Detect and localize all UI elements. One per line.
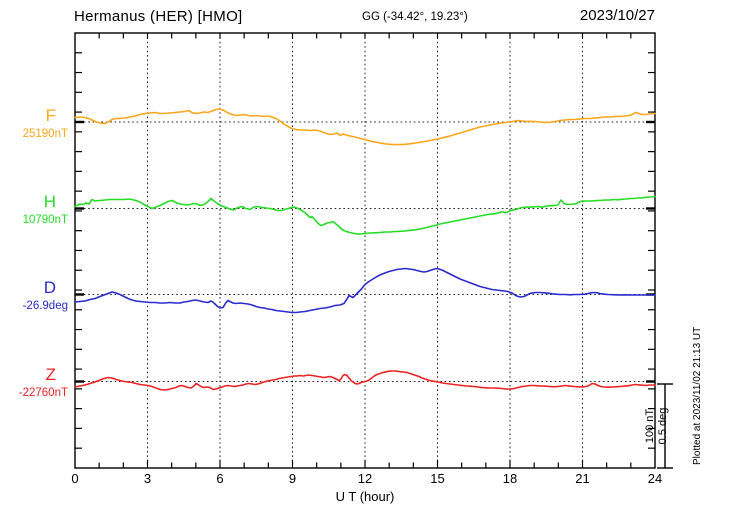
x-tick-9: 9	[288, 471, 297, 486]
trace-label-H: H	[43, 192, 56, 211]
trace-basevalue-F: 25190nT	[22, 128, 68, 140]
scale-100nt-label: 100 nT	[644, 408, 656, 444]
trace-label-D: D	[43, 278, 56, 297]
trace-basevalue-H: 10790nT	[22, 214, 68, 226]
trace-label-F: F	[45, 106, 56, 125]
x-tick-0: 0	[71, 471, 79, 486]
scale-05deg-label: 0.5 deg	[656, 407, 669, 445]
station-title: Hermanus (HER) [HMO]	[74, 8, 243, 25]
trace-basevalue-D: -26.9deg	[22, 300, 68, 312]
trace-basevalue-Z: -22760nT	[18, 387, 68, 399]
amplitude-scale-label: 100 nT 0.5 deg	[644, 384, 670, 468]
trace-label-Z: Z	[45, 365, 56, 384]
x-tick-18: 18	[502, 471, 518, 486]
plotted-timestamp: Plotted at 2023/11/02 21:13 UT	[692, 326, 703, 465]
geographic-coordinates: GG (-34.42°, 19.23°)	[362, 11, 468, 23]
x-axis-title: U T (hour)	[335, 489, 395, 504]
x-tick-21: 21	[575, 471, 590, 486]
x-tick-6: 6	[216, 471, 224, 486]
plot-date: 2023/10/27	[579, 7, 655, 24]
x-tick-12: 12	[357, 471, 373, 486]
x-tick-15: 15	[430, 471, 445, 486]
x-tick-24: 24	[647, 471, 663, 486]
x-tick-3: 3	[143, 471, 152, 486]
